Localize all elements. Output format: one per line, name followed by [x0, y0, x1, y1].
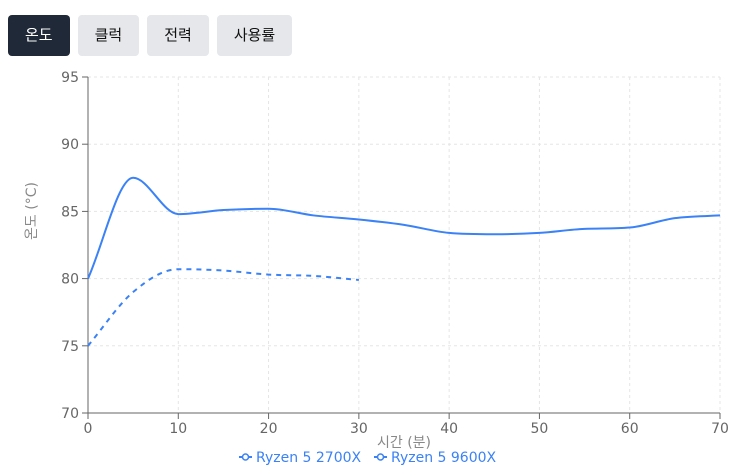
x-tick-label-0: 0 [84, 421, 93, 437]
x-tick-label-30: 30 [350, 421, 368, 437]
y-tick-label-90: 90 [61, 137, 79, 153]
legend-item-series-2[interactable]: Ryzen 5 9600X [374, 450, 497, 466]
tick-labels: 70 75 80 85 90 95 0 10 20 30 40 50 60 70 [61, 70, 729, 437]
y-tick-label-80: 80 [61, 272, 79, 288]
x-tick-label-20: 20 [260, 421, 278, 437]
legend-item-series-1[interactable]: Ryzen 5 2700X [239, 450, 362, 466]
y-tick-label-70: 70 [61, 406, 79, 422]
legend-label-series-2: Ryzen 5 9600X [391, 450, 497, 466]
tab-temperature[interactable]: 온도 [8, 15, 70, 56]
series-lines [87, 176, 721, 347]
x-tick-label-50: 50 [531, 421, 549, 437]
series-line-2 [87, 268, 359, 347]
grid [88, 76, 721, 413]
series-line-1 [87, 176, 721, 280]
x-tick-label-10: 10 [169, 421, 187, 437]
legend-label-series-1: Ryzen 5 2700X [256, 450, 362, 466]
y-tick-label-75: 75 [61, 339, 79, 355]
tab-clock[interactable]: 클럭 [77, 15, 140, 56]
axes [82, 76, 721, 419]
legend-marker-series-1 [241, 453, 250, 461]
legend: Ryzen 5 2700X Ryzen 5 9600X [239, 450, 497, 466]
y-tick-label-95: 95 [61, 70, 79, 86]
y-axis-title: 온도 (°C) [24, 182, 40, 240]
x-tick-label-60: 60 [621, 421, 639, 437]
legend-marker-series-2 [376, 453, 385, 461]
y-tick-label-85: 85 [61, 204, 79, 220]
metric-tabs: 온도 클럭 전력 사용률 [8, 15, 293, 56]
tab-power[interactable]: 전력 [147, 15, 209, 56]
tab-usage[interactable]: 사용률 [216, 15, 293, 56]
x-tick-label-40: 40 [440, 421, 458, 437]
x-tick-label-70: 70 [711, 421, 729, 437]
x-axis-title: 시간 (분) [377, 435, 431, 451]
